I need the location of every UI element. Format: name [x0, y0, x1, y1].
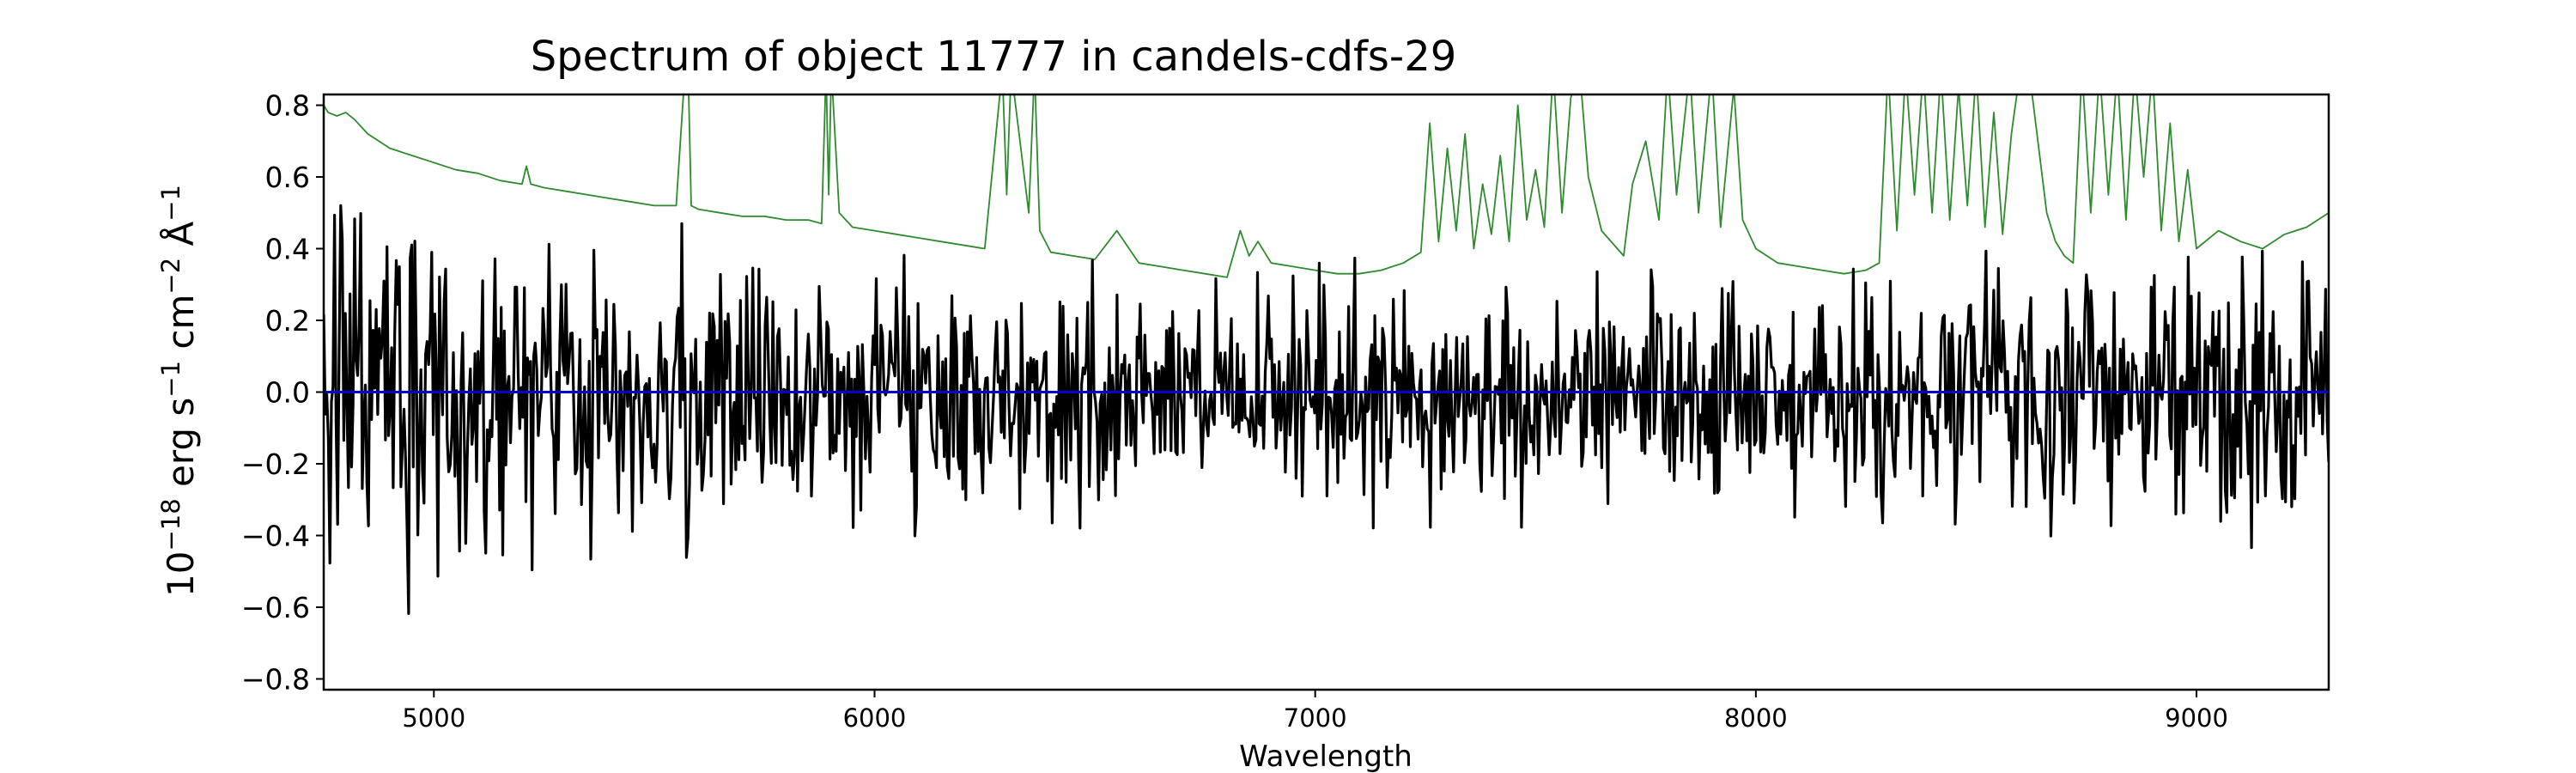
y-tick-label: 0.2 — [265, 304, 310, 338]
ylabel-exp1: −18 — [156, 498, 185, 551]
ylabel-exp4: −1 — [156, 185, 185, 222]
series-black-line — [324, 204, 2329, 615]
x-tick-label: 5000 — [402, 703, 465, 733]
series-green-line — [324, 94, 2329, 278]
x-tick-label: 8000 — [1724, 703, 1788, 733]
ylabel-base: 10 — [160, 551, 202, 597]
x-tick-label: 7000 — [1284, 703, 1347, 733]
x-tick-label: 9000 — [2165, 703, 2228, 733]
ylabel-exp2: −1 — [156, 361, 185, 398]
ylabel-unit2: cm — [160, 295, 202, 361]
y-axis-label: 10−18 erg s−1 cm−2 Å−1 — [156, 185, 202, 597]
y-tick-label: −0.8 — [241, 662, 310, 696]
x-tick-label: 6000 — [843, 703, 907, 733]
ylabel-exp3: −2 — [156, 258, 185, 295]
y-tick-label: −0.6 — [241, 591, 310, 624]
ylabel-unit3: Å — [159, 222, 202, 258]
y-tick-label: −0.2 — [241, 447, 310, 481]
ylabel-unit1: erg s — [160, 398, 202, 499]
y-tick-label: 0.6 — [265, 161, 310, 194]
y-tick-label: −0.4 — [241, 519, 310, 552]
x-axis: 5000 6000 7000 8000 9000 — [402, 690, 2228, 733]
y-tick-label: 0.0 — [265, 376, 310, 410]
chart-title: Spectrum of object 11777 in candels-cdfs… — [531, 33, 1457, 81]
y-tick-label: 0.4 — [265, 233, 310, 266]
y-axis: −0.8 −0.6 −0.4 −0.2 0.0 0.2 0.4 0.6 0.8 — [241, 89, 324, 696]
y-tick-label: 0.8 — [265, 89, 310, 123]
x-axis-label: Wavelength — [1239, 740, 1413, 773]
series-layer — [324, 94, 2329, 615]
